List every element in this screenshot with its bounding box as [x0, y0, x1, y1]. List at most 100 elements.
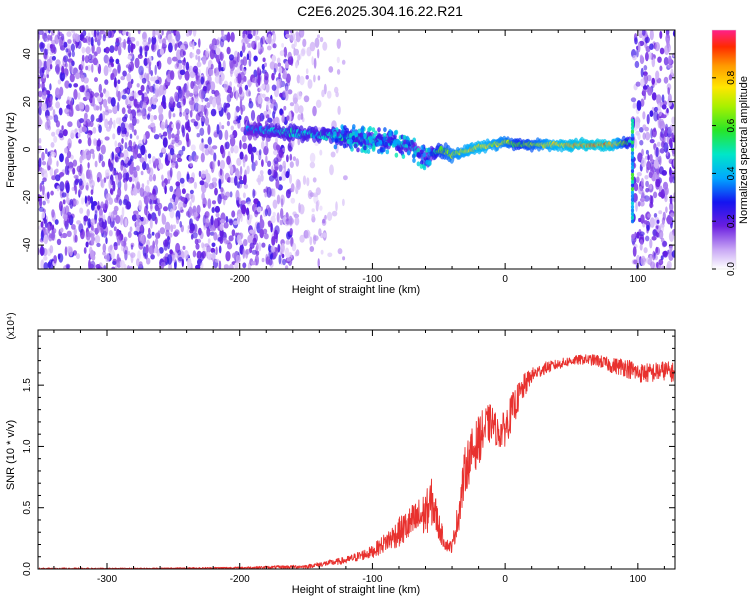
spectrogram-cell — [319, 149, 323, 156]
spectrogram-cell — [41, 211, 46, 219]
spectrogram-cell — [630, 125, 635, 131]
spectrogram-cell — [63, 55, 69, 63]
spectrogram-cell — [293, 97, 298, 104]
spectrogram-cell — [192, 41, 195, 50]
spectrogram-cell — [171, 123, 174, 129]
spectrogram-cell — [138, 65, 144, 76]
spectrogram-cell — [356, 147, 360, 153]
spectrogram-cell — [277, 62, 282, 67]
spectrogram-cell — [94, 209, 98, 221]
spectrogram-cell — [248, 58, 252, 67]
spectrogram-cell — [422, 152, 427, 158]
spectrogram-cell — [169, 148, 175, 156]
spectrogram-cell — [47, 34, 51, 41]
spectrogram-cell — [258, 242, 262, 252]
spectrogram-cell — [161, 174, 164, 181]
spectrogram-cell — [117, 62, 121, 74]
spectrogram-cell — [238, 115, 242, 121]
spectrogram-cell — [96, 242, 101, 248]
spectrogram-cell — [666, 39, 670, 49]
spectrogram-cell — [298, 105, 304, 114]
spectrogram-cell — [244, 154, 248, 162]
spectrogram-cell — [123, 236, 128, 242]
spectrogram-cell — [377, 134, 381, 140]
spectrogram-cell — [285, 240, 291, 245]
spectrogram-cell — [351, 135, 356, 141]
spectrogram-cell — [289, 32, 296, 41]
spectrogram-cell — [115, 58, 120, 65]
spectrogram-cell — [112, 180, 116, 192]
spectrogram-cell — [242, 33, 246, 39]
spectrogram-cell — [45, 90, 51, 95]
spectrogram-cell — [265, 83, 270, 93]
spectrogram-cell — [633, 182, 639, 192]
spectrogram-cell — [190, 80, 195, 90]
spectrogram-cell — [49, 83, 52, 91]
spectrogram-cell — [645, 149, 649, 155]
spectrogram-cell — [167, 152, 172, 162]
spectrogram-cell — [636, 176, 640, 184]
spectrogram-cell — [38, 137, 42, 144]
spectrogram-cell — [72, 33, 76, 40]
spectrogram-cell — [303, 95, 310, 103]
spectrogram-cell — [630, 168, 635, 174]
spectrogram-cell — [127, 89, 130, 94]
spectrogram-cell — [148, 37, 151, 45]
spectrogram-cell — [103, 214, 106, 223]
spectrogram-cell — [59, 86, 64, 97]
spectrogram-cell — [92, 57, 98, 66]
spectrogram-cell — [129, 163, 135, 175]
x-tick-label: 0 — [502, 574, 508, 585]
spectrogram-cell — [264, 62, 267, 68]
spectrogram-cell — [305, 75, 309, 80]
spectrogram-cell — [246, 53, 250, 61]
snr-frame — [37, 329, 676, 570]
spectrogram-cell — [218, 245, 222, 254]
spectrogram-cell — [78, 223, 84, 233]
spectrogram-cell — [131, 214, 138, 222]
spectrogram-cell — [639, 231, 645, 236]
spectrogram-cell — [81, 54, 85, 62]
spectrogram-cell — [649, 217, 655, 228]
spectrogram-cell — [119, 260, 125, 269]
spectrogram-cell — [384, 141, 388, 147]
spectrogram-cell — [630, 154, 635, 159]
spectrogram-cell — [38, 106, 42, 116]
spectrogram-cell — [425, 159, 429, 165]
spectrogram-cell — [650, 195, 654, 205]
spectrogram-cell — [76, 253, 80, 260]
spectrogram-cell — [354, 137, 359, 142]
spectrogram-cell — [289, 161, 294, 169]
spectrogram-cell — [167, 235, 170, 241]
spectrogram-cell — [145, 244, 149, 254]
spectrogram-cell — [130, 155, 134, 162]
spectrogram-cell — [202, 55, 207, 65]
spectrogram-cell — [127, 108, 132, 115]
spectrogram-cell — [647, 154, 650, 161]
spectrogram-cell — [299, 75, 305, 86]
spectrogram-cell — [97, 138, 101, 146]
spectrogram-cell — [179, 48, 185, 58]
spectrogram-cell — [653, 191, 658, 199]
spectrogram-cell — [365, 139, 370, 145]
spectrogram-cell — [61, 65, 65, 74]
spectrogram-cell — [668, 55, 672, 65]
spectrogram-cell — [175, 122, 181, 131]
spectrogram-cell — [123, 156, 129, 164]
spectrogram-cell — [240, 213, 243, 223]
spectrogram-cell — [357, 128, 362, 134]
spectrogram-cell — [68, 142, 71, 149]
spectrogram-cell — [163, 206, 168, 212]
spectrogram-cell — [147, 213, 152, 221]
spectrogram-cell — [271, 165, 274, 177]
spectrogram-cell — [86, 208, 90, 217]
spectrogram-cell — [174, 95, 179, 102]
spectrogram-cell — [270, 222, 273, 233]
spectrogram-cell — [155, 237, 159, 246]
spectrogram-cell — [206, 83, 210, 94]
spectrogram-cell — [336, 69, 341, 75]
spectrogram-cell — [150, 76, 155, 82]
spectrogram-cell — [322, 232, 327, 239]
spectrogram-cell — [287, 89, 293, 95]
spectrogram-cell — [87, 137, 92, 147]
